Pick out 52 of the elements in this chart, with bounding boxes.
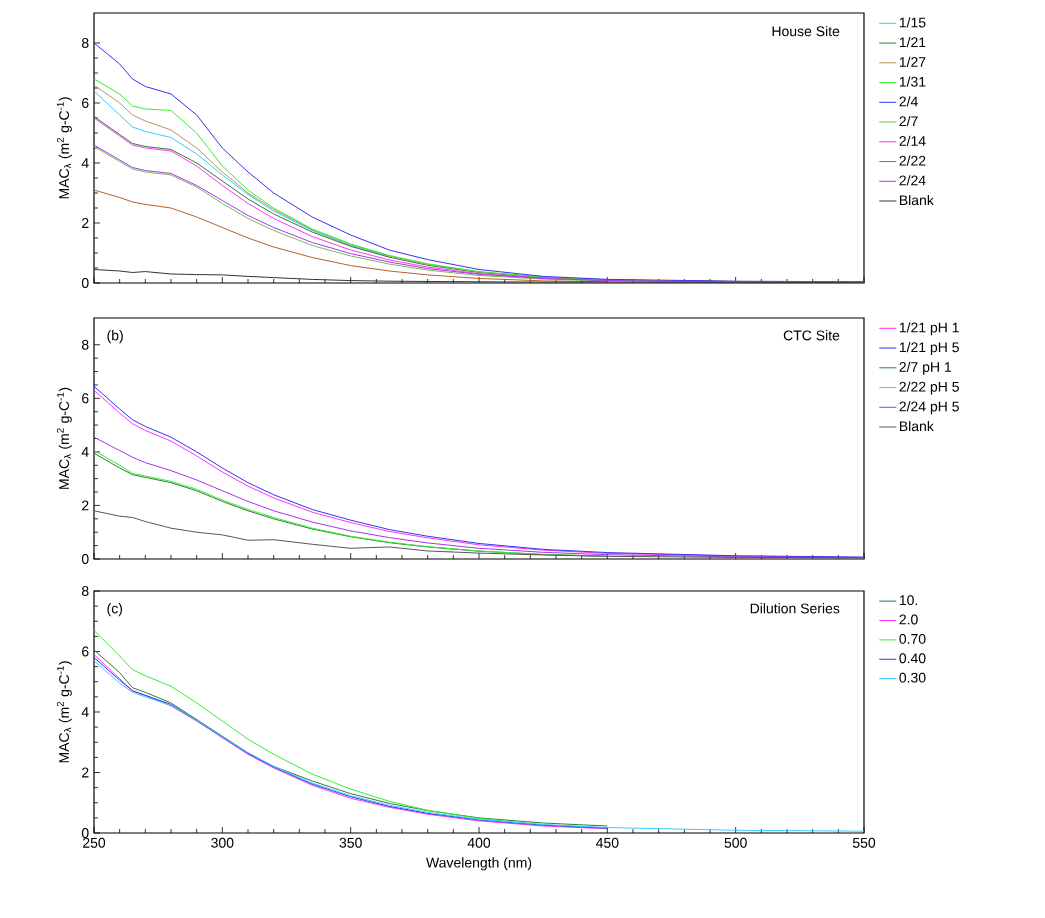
legend-label: 0.70 [899, 633, 926, 644]
legend-label: 2/24 [899, 175, 926, 186]
y-tick-label: 2 [82, 767, 89, 778]
y-tick-label: 0 [81, 278, 89, 288]
annotation: (b) [107, 330, 123, 344]
y-axis-title: MAC$_{λ}$ (m$^{2}$ g-C$^{-1}$) [56, 387, 72, 489]
legend-label: 1/27 [899, 56, 926, 67]
legend-label: 0.30 [899, 672, 926, 683]
legend-label: 1/21 pH 5 [899, 341, 959, 355]
legend-label: 1/31 [899, 76, 926, 87]
y-tick-label: 0 [81, 554, 89, 564]
y-tick-label: 6 [82, 393, 89, 404]
legend-label: Blank [899, 420, 934, 432]
y-tick-label: 4 [81, 158, 89, 168]
y-tick-label: 2 [82, 218, 89, 228]
legend-label: 10. [899, 595, 918, 606]
legend-label: 2/14 [899, 135, 926, 146]
legend-label: 1/15 [899, 17, 926, 28]
y-axis-title: MAC$_{λ}$ (m$^{2}$ g-C$^{-1}$) [56, 97, 72, 199]
x-axis-title: Wavelength (nm) [426, 857, 532, 871]
legend-label: 1/21 [899, 36, 926, 48]
x-tick-label: 400 [467, 837, 491, 848]
y-tick-label: 6 [82, 98, 89, 108]
y-tick-label: 4 [81, 707, 89, 717]
x-tick-label: 250 [83, 837, 106, 848]
x-tick-label: 450 [595, 837, 619, 848]
legend-label: 2/4 [899, 96, 918, 107]
x-tick-label: 300 [211, 837, 234, 848]
x-tick-label: 350 [339, 837, 362, 848]
legend-label: 2/22 [899, 155, 926, 166]
legend-label: 2.0 [899, 614, 918, 625]
legend-label: 1/21 pH 1 [899, 322, 959, 336]
y-axis-title: MAC$_{λ}$ (m$^{2}$ g-C$^{-1}$) [56, 661, 72, 763]
x-tick-label: 550 [852, 837, 876, 848]
legend-label: 2/7 [899, 115, 918, 127]
y-tick-label: 8 [81, 339, 89, 350]
y-tick-label: 6 [82, 646, 89, 657]
y-tick-label: 4 [81, 447, 89, 457]
annotation: Dilution Series [750, 603, 840, 614]
annotation: House Site [772, 25, 840, 37]
legend-label: 0.40 [899, 653, 926, 664]
y-tick-label: 2 [82, 500, 89, 511]
annotation: CTC Site [783, 330, 840, 341]
legend-label: Blank [899, 194, 934, 206]
legend-label: 2/7 pH 1 [899, 361, 952, 375]
y-tick-label: 8 [81, 586, 89, 596]
legend-label: 2/24 pH 5 [899, 401, 959, 415]
annotation: (c) [107, 603, 123, 617]
x-tick-label: 500 [724, 837, 747, 848]
legend-label: 2/22 pH 5 [899, 381, 959, 395]
y-tick-label: 0 [81, 828, 89, 838]
y-tick-label: 8 [81, 38, 89, 48]
